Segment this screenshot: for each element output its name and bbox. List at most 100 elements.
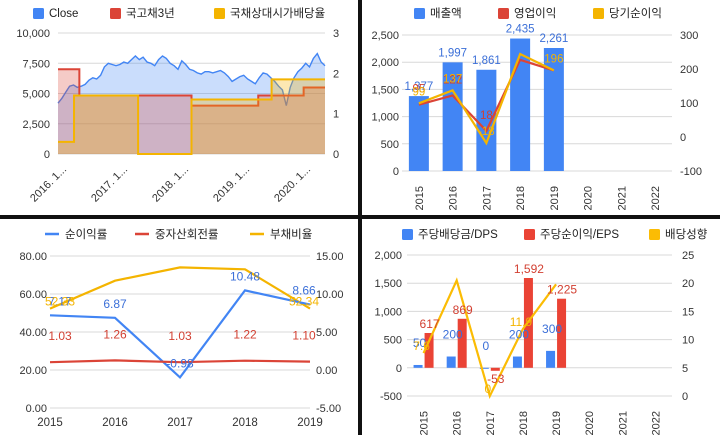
asset-turnover-data-label: 1.10 xyxy=(292,329,316,343)
y-left-tick-label: 0 xyxy=(44,149,50,161)
y-left-tick-label: 500 xyxy=(384,335,402,347)
dps-data-label: 300 xyxy=(542,322,562,336)
dps-bar xyxy=(446,356,456,368)
asset-turnover-data-label: 1.26 xyxy=(103,327,127,341)
y-left-tick-label: 80.00 xyxy=(19,251,47,263)
net-margin-data-label: 8.66 xyxy=(292,284,316,298)
stock-price-chart-panel: Close 국고채3년 국채상대시가배당율 10,000 7,500 5,000 2,500… xyxy=(0,0,358,215)
y-right-tick-label: 300 xyxy=(680,30,698,42)
y-right-tick-label: 10.00 xyxy=(316,289,344,301)
asset-turnover-data-label: 1.03 xyxy=(168,329,192,343)
dps-bar xyxy=(479,367,489,369)
revenue-bar xyxy=(442,62,463,171)
legend-label: 영업이익 xyxy=(514,7,556,20)
x-tick-label: 2020 xyxy=(584,411,596,435)
legend-label: 주당배당금/DPS xyxy=(418,228,498,241)
debt-ratio-data-label: 52.34 xyxy=(289,295,319,309)
revenue-data-label: 1,377 xyxy=(404,81,433,93)
dps-data-label: 200 xyxy=(509,328,529,342)
x-tick-label: 2017 xyxy=(485,411,497,435)
x-tick-label: 2017. 1... xyxy=(89,164,130,205)
dps-data-label: 0 xyxy=(482,339,489,353)
dps-data-label: 200 xyxy=(443,328,463,342)
legend-swatch xyxy=(649,229,660,240)
x-tick-label: 2022 xyxy=(650,186,662,210)
y-left-tick-label: 2,500 xyxy=(22,119,50,131)
x-tick-label: 2017 xyxy=(167,417,193,429)
legend-label: Close xyxy=(49,8,78,20)
y-right-tick-label: -100 xyxy=(680,166,702,178)
x-tick-label: 2019 xyxy=(551,411,563,435)
net-data-label: -18 xyxy=(478,126,495,138)
eps-data-label: 617 xyxy=(420,317,440,331)
payout-ratio-line xyxy=(422,277,557,400)
revenue-data-label: 2,435 xyxy=(506,24,535,36)
panel-divider-horizontal xyxy=(0,215,720,219)
y-left-tick-label: 40.00 xyxy=(19,327,47,339)
y-right-tick-label: 3 xyxy=(333,28,339,40)
dps-bar xyxy=(546,350,556,368)
y-left-tick-label: 1,000 xyxy=(371,112,399,124)
op-data-label: 122 xyxy=(443,75,462,87)
net-data-label: 99 xyxy=(412,86,425,98)
eps-bar xyxy=(424,333,434,368)
revenue-bar xyxy=(543,48,564,171)
legend-swatch xyxy=(498,8,509,19)
payout-data-label: 7.6 xyxy=(413,339,430,353)
x-tick-label: 2018 xyxy=(515,186,527,210)
payout-data-label: 11.9 xyxy=(510,315,533,329)
dividend-chart-panel: 주당배당금/DPS 주당순이익/EPS 배당성향 2,000 1,500 1,000 500… xyxy=(362,219,720,435)
revenue-bar xyxy=(476,69,497,171)
y-right-tick-label: 1 xyxy=(333,109,339,121)
y-right-tick-label: 5 xyxy=(682,363,688,375)
revenue-data-label: 1,997 xyxy=(438,47,467,59)
ratio-chart-panel: 순이익률 중자산회전률 부채비율 80.00 60.00 40.00 20.00 0.00 15… xyxy=(0,219,358,435)
eps-bar xyxy=(490,367,500,371)
y-left-tick-label: 2,000 xyxy=(371,57,399,69)
eps-data-label: 1,225 xyxy=(547,283,577,297)
y-right-tick-label: 0 xyxy=(680,132,686,144)
x-tick-label: 2018 xyxy=(232,417,258,429)
y-left-tick-label: 500 xyxy=(381,139,399,151)
y-left-tick-label: 1,000 xyxy=(374,306,402,318)
close-line xyxy=(57,52,326,106)
x-tick-label: 2021 xyxy=(617,411,629,435)
x-tick-label: 2015 xyxy=(37,417,63,429)
y-left-tick-label: 1,500 xyxy=(371,84,399,96)
net-data-label: 196 xyxy=(544,53,563,65)
legend-label: 국고채3년 xyxy=(126,7,175,20)
legend-label: 중자산회전률 xyxy=(155,228,218,241)
dividend-chart: 주당배당금/DPS 주당순이익/EPS 배당성향2,0001,5001,000500… xyxy=(374,228,707,435)
x-tick-label: 2015 xyxy=(419,411,431,435)
x-tick-label: 2015 xyxy=(414,186,426,210)
x-tick-label: 2017 xyxy=(481,186,493,210)
y-right-tick-label: 200 xyxy=(680,64,698,76)
y-left-tick-label: 60.00 xyxy=(19,289,47,301)
x-tick-label: 2020 xyxy=(583,186,595,210)
legend-label: 당기순이익 xyxy=(609,7,662,20)
x-tick-label: 2020. 1... xyxy=(272,164,313,205)
y-right-tick-label: 20 xyxy=(682,278,694,290)
y-right-tick-label: 15.00 xyxy=(316,251,344,263)
y-right-tick-label: 2 xyxy=(333,68,339,80)
bond-line xyxy=(58,68,325,107)
y-left-tick-label: 2,500 xyxy=(371,30,399,42)
legend-swatch xyxy=(110,8,121,19)
y-right-tick-label: 0 xyxy=(333,149,339,161)
eps-data-label: 1,592 xyxy=(514,262,544,276)
op-data-label: 95 xyxy=(412,84,425,96)
legend-label: 순이익률 xyxy=(65,228,107,241)
x-tick-label: 2019 xyxy=(549,186,561,210)
x-tick-label: 2018 xyxy=(518,411,530,435)
stock-price-chart: Close 국고채3년 국채상대시가배당율 10,000 7,500 5,000 2,500… xyxy=(16,7,339,205)
y-left-tick-label: 0 xyxy=(393,166,399,178)
legend-swatch xyxy=(33,8,44,19)
legend-label: 주당순이익/EPS xyxy=(540,228,619,241)
net-margin-data-label: 10.48 xyxy=(230,269,260,283)
legend-label: 부채비율 xyxy=(270,228,312,241)
op-data-label: 18 xyxy=(480,110,493,122)
legend-label: 매출액 xyxy=(430,7,462,20)
net-margin-data-label: 7.17 xyxy=(48,294,72,308)
legend-swatch xyxy=(524,229,535,240)
dps-data-label: 50 xyxy=(413,336,427,350)
